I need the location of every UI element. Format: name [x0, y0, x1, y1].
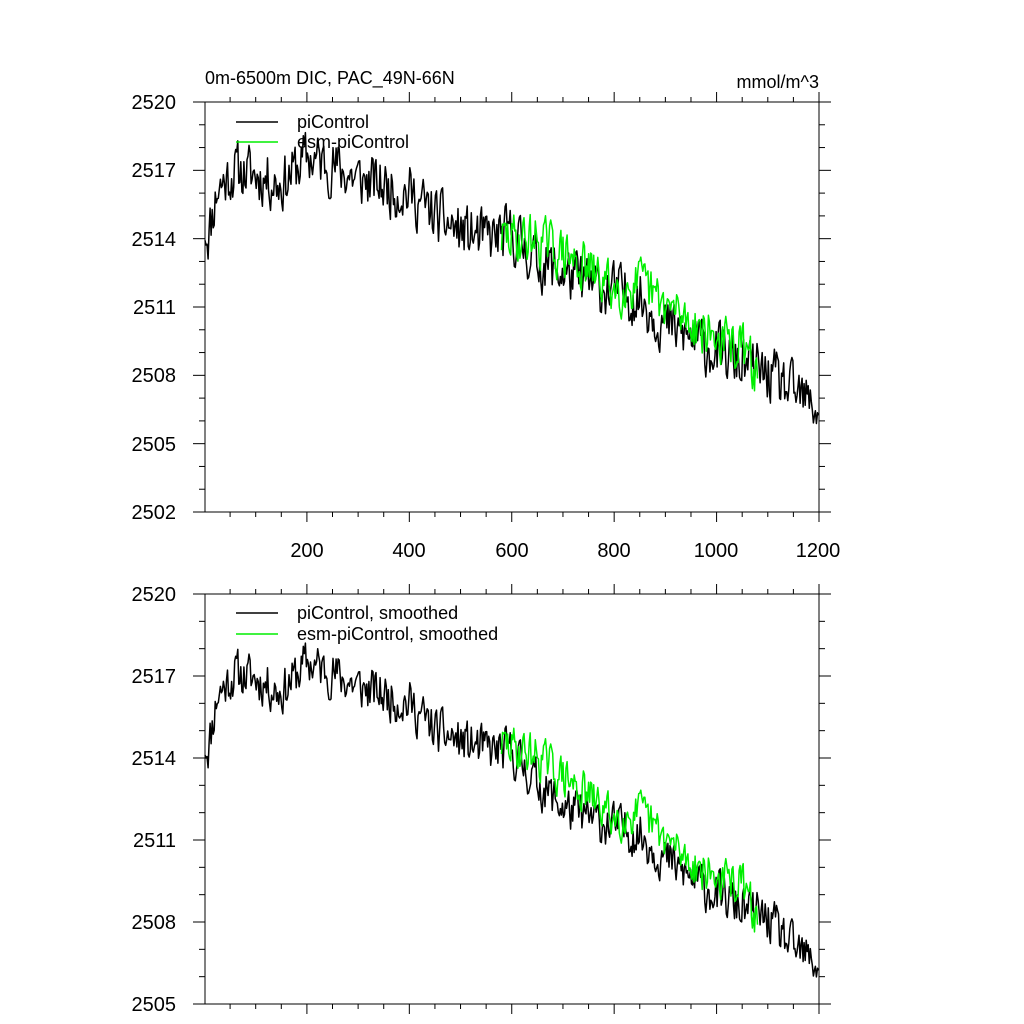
top-x-tick-label-800: 800	[597, 540, 630, 562]
top-x-tick-label-1200: 1200	[796, 540, 841, 562]
top-plot-frame	[204, 101, 820, 513]
top-series-line-esm-picontrol	[500, 213, 759, 392]
top-series-line-picontrol	[204, 131, 820, 425]
top-chart-units: mmol/m^3	[737, 72, 819, 92]
bottom-legend-label-esm-picontrol: esm-piControl, smoothed	[297, 624, 498, 644]
top-y-tick-label-2511: 2511	[133, 297, 176, 319]
bottom-y-tick-label-2505: 2505	[132, 994, 177, 1016]
top-y-tick-label-2502: 2502	[132, 502, 177, 524]
bottom-panel: 2520 2517 2514 2511 2508 2505 piControl,…	[132, 584, 831, 1016]
bottom-y-tick-label-2517: 2517	[132, 666, 177, 688]
top-y-tick-label-2508: 2508	[132, 365, 177, 387]
bottom-legend-label-picontrol: piControl, smoothed	[297, 603, 458, 623]
top-legend-label-esm-picontrol: esm-piControl	[297, 132, 409, 152]
top-x-tick-label-400: 400	[392, 540, 425, 562]
top-y-tick-label-2505: 2505	[132, 434, 177, 456]
bottom-legend: piControl, smoothed esm-piControl, smoot…	[236, 603, 498, 644]
bottom-series-line-picontrol	[204, 642, 820, 978]
top-y-tick-label-2517: 2517	[132, 160, 177, 182]
top-x-tick-label-200: 200	[290, 540, 323, 562]
top-panel: 0m-6500m DIC, PAC_49N-66N mmol/m^3 2520 …	[132, 68, 841, 562]
top-plot-area	[204, 131, 820, 425]
bottom-y-tick-label-2508: 2508	[132, 912, 177, 934]
top-y-tick-label-2514: 2514	[132, 229, 177, 251]
top-x-tick-label-1000: 1000	[694, 540, 739, 562]
bottom-plot-frame	[204, 593, 820, 1005]
bottom-y-tick-label-2511: 2511	[133, 830, 176, 852]
top-ticks	[193, 92, 831, 522]
top-legend-label-picontrol: piControl	[297, 112, 369, 132]
top-y-tick-label-2520: 2520	[132, 92, 177, 114]
bottom-y-tick-label-2520: 2520	[132, 584, 177, 606]
top-legend: piControl esm-piControl	[236, 112, 409, 152]
top-x-tick-label-600: 600	[495, 540, 528, 562]
top-chart-title: 0m-6500m DIC, PAC_49N-66N	[205, 68, 455, 89]
bottom-series-line-esm-picontrol	[500, 727, 759, 933]
bottom-plot-area	[204, 642, 820, 978]
bottom-ticks	[193, 584, 831, 1014]
bottom-y-tick-label-2514: 2514	[132, 748, 177, 770]
